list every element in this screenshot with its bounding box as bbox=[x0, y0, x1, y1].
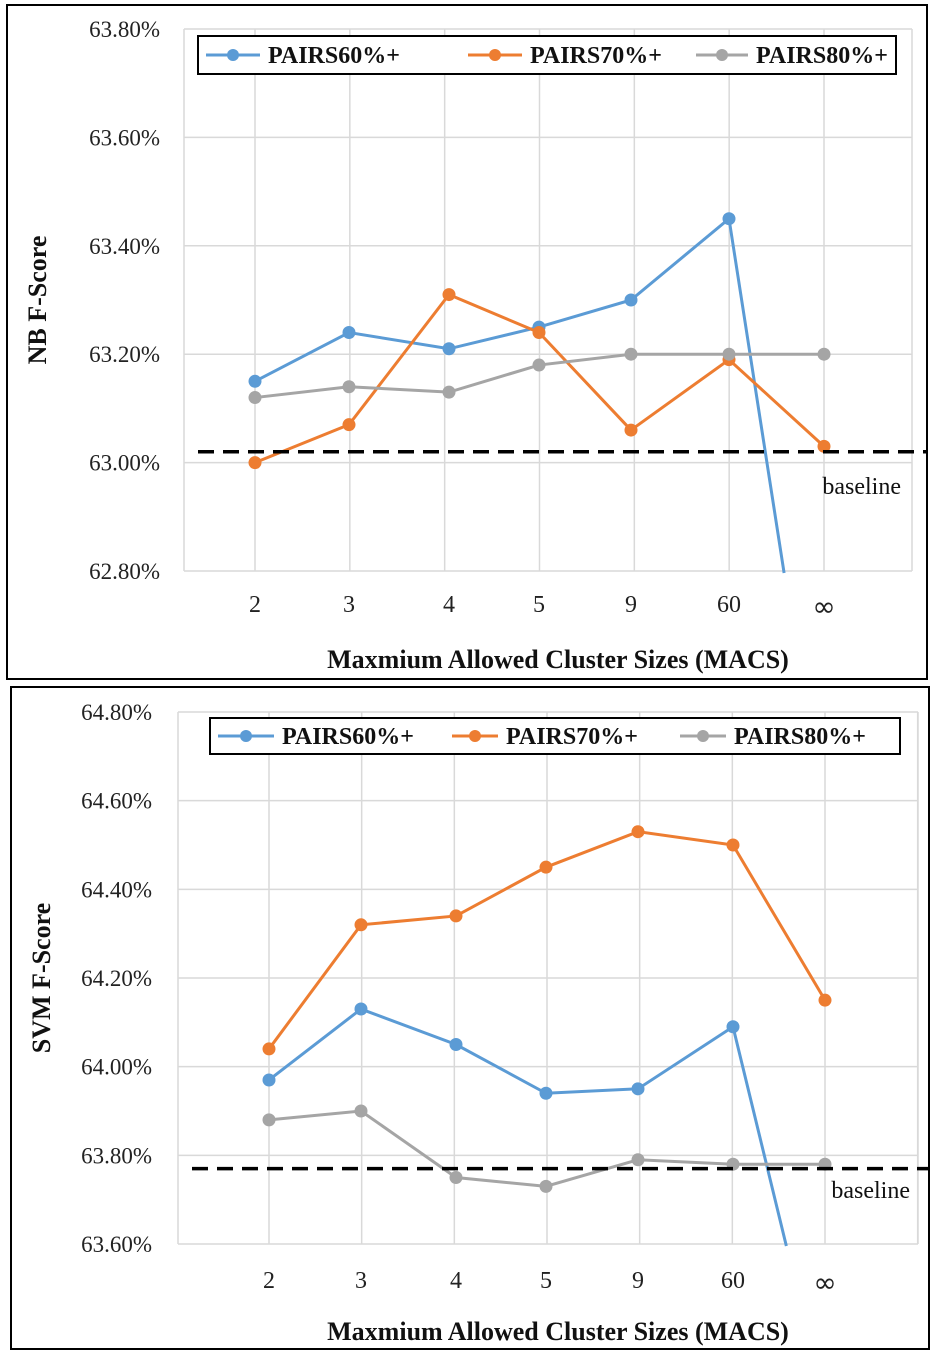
data-point bbox=[342, 326, 356, 340]
y-tick-label: 63.60% bbox=[81, 1232, 152, 1257]
data-point bbox=[539, 860, 553, 874]
data-point bbox=[532, 358, 546, 372]
data-point bbox=[532, 326, 546, 340]
x-tick-label: 9 bbox=[632, 1268, 644, 1294]
y-tick-label: 63.80% bbox=[81, 1143, 152, 1168]
x-tick-label: 2 bbox=[249, 592, 261, 618]
y-tick-label: 62.80% bbox=[89, 559, 160, 584]
data-point bbox=[539, 1179, 553, 1193]
legend-label: PAIRS60%+ bbox=[282, 724, 414, 750]
svm-f-score-chart: 64.80% 64.60% 64.40% 64.20% 64.00% 63.80% 63.6… bbox=[27, 700, 928, 1346]
legend-swatch-marker bbox=[489, 49, 501, 61]
x-tick-label: 60 bbox=[717, 592, 741, 618]
data-point bbox=[449, 1171, 463, 1184]
data-point bbox=[248, 456, 262, 470]
legend-swatch-marker bbox=[240, 730, 252, 742]
x-tick-label: 3 bbox=[343, 592, 355, 618]
data-point bbox=[354, 1104, 368, 1118]
data-point bbox=[817, 439, 831, 453]
legend-box bbox=[209, 717, 901, 755]
data-point bbox=[354, 1002, 368, 1016]
y-tick-label: 63.80% bbox=[89, 17, 160, 42]
baseline-label: baseline bbox=[822, 474, 901, 500]
data-point bbox=[817, 347, 831, 361]
data-point bbox=[449, 909, 463, 923]
x-tick-label: ∞ bbox=[813, 1266, 836, 1299]
y-tick-label: 63.20% bbox=[89, 342, 160, 367]
data-point bbox=[624, 347, 638, 361]
data-point bbox=[262, 1073, 276, 1087]
legend-swatch-marker bbox=[227, 49, 239, 61]
legend-label: PAIRS70%+ bbox=[506, 724, 638, 750]
x-tick-label: 4 bbox=[443, 592, 455, 618]
data-point bbox=[248, 391, 262, 405]
y-tick-label: 63.00% bbox=[89, 451, 160, 476]
nb-chart-panel: 63.80% 63.60% 63.40% 63.20% 63.00% 62.80% 2 3 4 5… bbox=[6, 4, 928, 680]
x-tick-label: 9 bbox=[625, 592, 637, 618]
y-tick-label: 64.40% bbox=[81, 877, 152, 902]
data-point bbox=[726, 1020, 740, 1034]
data-point bbox=[631, 825, 645, 839]
data-point bbox=[722, 347, 736, 361]
legend-swatch-marker bbox=[697, 730, 709, 742]
x-tick-label: 2 bbox=[263, 1268, 275, 1294]
y-axis-title: NB F-Score bbox=[23, 236, 52, 365]
data-point bbox=[631, 1082, 645, 1096]
y-tick-label: 64.00% bbox=[81, 1055, 152, 1080]
legend-swatch-marker bbox=[469, 730, 481, 742]
data-point bbox=[342, 380, 356, 394]
data-point bbox=[818, 993, 832, 1007]
x-axis-title: Maxmium Allowed Cluster Sizes (MACS) bbox=[327, 1317, 789, 1346]
data-point bbox=[354, 918, 368, 932]
data-point bbox=[726, 838, 740, 852]
y-tick-label: 63.60% bbox=[89, 125, 160, 150]
legend-label: PAIRS80%+ bbox=[756, 43, 888, 69]
x-tick-label: 3 bbox=[355, 1268, 367, 1294]
baseline-label: baseline bbox=[831, 1178, 910, 1204]
data-point bbox=[442, 342, 456, 356]
legend-swatch-marker bbox=[716, 49, 728, 61]
y-tick-label: 63.40% bbox=[89, 234, 160, 259]
x-axis-title: Maxmium Allowed Cluster Sizes (MACS) bbox=[327, 645, 789, 674]
data-point bbox=[442, 288, 456, 302]
data-point bbox=[442, 385, 456, 399]
y-tick-label: 64.60% bbox=[81, 789, 152, 814]
y-tick-label: 64.20% bbox=[81, 966, 152, 991]
x-tick-label: 4 bbox=[450, 1268, 462, 1294]
legend-box bbox=[197, 35, 897, 75]
x-tick-label: 60 bbox=[721, 1268, 745, 1294]
data-point bbox=[722, 212, 736, 226]
series-line-pairs60 bbox=[268, 1007, 788, 1247]
nb-f-score-chart: 63.80% 63.60% 63.40% 63.20% 63.00% 62.80% 2 3 4 5… bbox=[23, 17, 926, 674]
data-point bbox=[631, 1153, 645, 1167]
y-tick-label: 64.80% bbox=[81, 700, 152, 725]
data-point bbox=[342, 418, 356, 432]
data-point bbox=[262, 1042, 276, 1056]
x-tick-label: 5 bbox=[533, 592, 545, 618]
data-point bbox=[262, 1113, 276, 1127]
y-axis-title: SVM F-Score bbox=[27, 903, 56, 1053]
x-tick-label: 5 bbox=[540, 1268, 552, 1294]
data-point bbox=[624, 423, 638, 437]
data-point bbox=[248, 374, 262, 388]
svm-chart-panel: 64.80% 64.60% 64.40% 64.20% 64.00% 63.80% 63.6… bbox=[10, 686, 930, 1350]
data-point bbox=[624, 293, 638, 307]
legend-label: PAIRS70%+ bbox=[530, 43, 662, 69]
legend-label: PAIRS80%+ bbox=[734, 724, 866, 750]
data-point bbox=[539, 1086, 553, 1100]
series-line-pairs60 bbox=[254, 215, 786, 574]
x-tick-label: ∞ bbox=[812, 590, 835, 623]
legend-label: PAIRS60%+ bbox=[268, 43, 400, 69]
data-point bbox=[449, 1038, 463, 1051]
